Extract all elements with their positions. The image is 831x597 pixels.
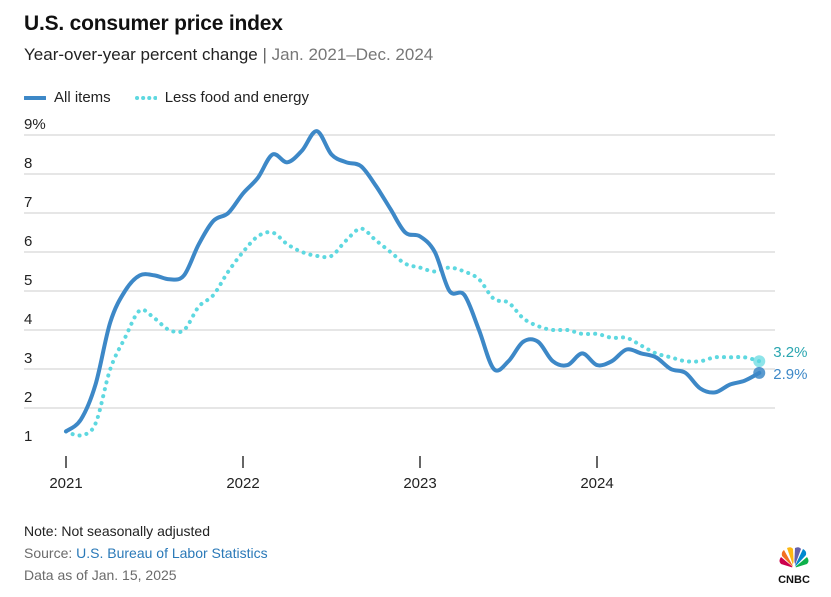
endpoint-marker-core (753, 355, 766, 368)
y-tick-label-5: 5 (24, 272, 32, 289)
end-label-core: 3.2% (773, 344, 807, 361)
series-endpoints: 3.2% 2.9% (753, 344, 807, 383)
footer-source-label: Source: (24, 545, 73, 561)
y-tick-label-7: 7 (24, 194, 32, 211)
x-tick-label-2021: 2021 (49, 475, 82, 492)
footer-data-as-of: Data as of Jan. 15, 2025 (24, 567, 177, 583)
subtitle-separator: | (262, 45, 267, 64)
nbc-peacock-icon (779, 547, 809, 568)
y-tick-label-1: 1 (24, 428, 32, 445)
legend-label-core: Less food and energy (164, 89, 309, 106)
endpoint-marker-all-items (753, 366, 766, 379)
x-tick-label-2024: 2024 (580, 475, 613, 492)
legend-item-core: Less food and energy (134, 89, 309, 106)
legend-label-all-items: All items (54, 89, 111, 106)
footer-source: Source: U.S. Bureau of Labor Statistics (24, 542, 268, 564)
subtitle-date-range: Jan. 2021–Dec. 2024 (271, 45, 434, 64)
chart-title: U.S. consumer price index (24, 12, 283, 35)
cnbc-logo: CNBC (778, 547, 810, 586)
end-label-all-items: 2.9% (773, 366, 807, 383)
x-tick-label-2022: 2022 (226, 475, 259, 492)
x-axis-tick-labels: 2021 2022 2023 2024 (49, 456, 614, 492)
gridlines (24, 134, 775, 409)
y-tick-label-6: 6 (24, 233, 32, 250)
series-lines (64, 129, 762, 438)
y-tick-label-2: 2 (24, 389, 32, 406)
y-axis-tick-labels: 1 2 3 4 5 6 7 8 9% (24, 116, 46, 445)
chart-footer: Note: Not seasonally adjusted Source: U.… (24, 520, 268, 586)
y-tick-label-9: 9% (24, 116, 46, 133)
legend-item-all-items: All items (24, 89, 111, 106)
subtitle-measure: Year-over-year percent change (24, 45, 258, 64)
chart-subtitle: Year-over-year percent change | Jan. 202… (24, 45, 433, 65)
line-chart: 1 2 3 4 5 6 7 8 9% 2021 2022 2023 2024 3.2% 2.9% (24, 116, 807, 492)
x-tick-label-2023: 2023 (403, 475, 436, 492)
y-tick-label-3: 3 (24, 350, 32, 367)
series-line-all-items (64, 129, 762, 434)
footer-source-link[interactable]: U.S. Bureau of Labor Statistics (76, 545, 268, 561)
cnbc-logo-text: CNBC (778, 574, 810, 586)
legend-solid-line-swatch (24, 95, 46, 100)
series-line-core (64, 226, 762, 438)
y-tick-label-8: 8 (24, 155, 32, 172)
footer-note: Note: Not seasonally adjusted (24, 523, 210, 539)
chart-legend: All items Less food and energy (24, 89, 333, 106)
y-tick-label-4: 4 (24, 311, 32, 328)
